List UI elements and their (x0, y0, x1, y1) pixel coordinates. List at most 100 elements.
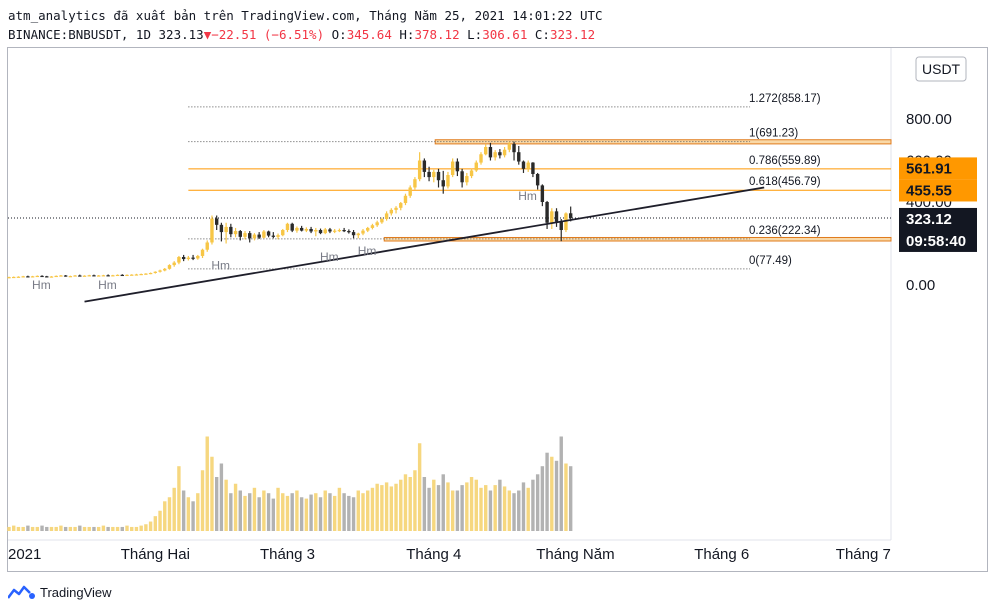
volume-bar (196, 493, 200, 531)
volume-bar (224, 479, 228, 531)
candle-body (101, 275, 106, 277)
volume-bar (205, 436, 209, 531)
candle-body (318, 230, 323, 234)
volume-bar (318, 497, 323, 531)
chart-publish-info: atm_analytics đã xuất bản trên TradingVi… (8, 8, 603, 23)
volume-bar (262, 490, 266, 531)
currency-button[interactable] (915, 56, 967, 82)
volume-bar (59, 525, 63, 531)
volume-bar (115, 526, 120, 531)
candle-body (271, 235, 276, 237)
x-tick-label: Tháng 6 (694, 546, 749, 563)
candle-body (502, 149, 507, 156)
volume-bar (356, 490, 360, 531)
candle-body (87, 275, 91, 277)
volume-bar (96, 526, 101, 531)
candle-body (436, 171, 441, 181)
volume-bar (186, 497, 191, 531)
volume-bar (550, 456, 554, 531)
volume-bar (323, 490, 327, 531)
fib-level-label: 1(691.23) (749, 128, 798, 140)
close-value: 323.12 (549, 27, 596, 42)
volume-bar (403, 474, 408, 531)
volume-bar (295, 490, 299, 531)
candle-body (111, 275, 115, 277)
candle-body (295, 227, 299, 231)
candle-body (210, 218, 214, 243)
price-label-box (899, 207, 977, 252)
currency-label: USDT (922, 61, 961, 77)
candle-body (474, 162, 478, 171)
trend-line[interactable] (84, 186, 765, 303)
candle-body (233, 231, 238, 235)
candle-body (512, 143, 516, 153)
volume-bar (148, 521, 153, 531)
volume-bar (63, 526, 68, 531)
volume-bar (252, 487, 257, 531)
candle-body (290, 223, 294, 231)
fib-level-label: 0.236(222.34) (749, 225, 821, 237)
candle-body (559, 221, 563, 231)
candle-body (408, 187, 412, 196)
volume-bar (399, 479, 403, 531)
volume-bar (512, 493, 516, 531)
candle-body (299, 227, 304, 231)
candle-body (63, 275, 68, 277)
low-value: 306.61 (482, 27, 528, 42)
x-tick-label: 2021 (8, 546, 41, 563)
candle-body (21, 276, 25, 278)
volume-bar (163, 501, 167, 531)
volume-bar (488, 490, 493, 531)
volume-bar (26, 525, 30, 531)
y-tick-label: 800.00 (906, 111, 952, 128)
candle-body (417, 160, 422, 180)
volume-bar (299, 497, 304, 531)
candle-body (479, 154, 483, 163)
candle-body (229, 226, 233, 235)
volume-bar (111, 526, 115, 531)
volume-bar (210, 456, 214, 531)
volume-bar (417, 443, 422, 531)
tradingview-logo[interactable]: TradingView (8, 584, 112, 600)
volume-bar (271, 498, 276, 531)
volume-bar (351, 497, 356, 531)
y-tick-label: 0.00 (906, 277, 935, 294)
volume-bar (337, 487, 342, 531)
x-tick-label: Tháng 7 (836, 546, 891, 563)
volume-bar (158, 510, 162, 531)
candle-body (304, 228, 309, 231)
tradingview-brand: TradingView (40, 584, 112, 600)
volume-bar (370, 487, 375, 531)
volume-bar (460, 485, 464, 531)
candle-body (148, 272, 153, 275)
open-value: 345.64 (346, 27, 392, 42)
volume-bar (276, 487, 280, 531)
candle-body (540, 185, 545, 202)
candle-body (323, 229, 327, 234)
volume-bar (469, 477, 474, 531)
candle-body (465, 176, 469, 183)
symbol-name[interactable]: BINANCE:BNBUSDT, 1D (8, 27, 151, 42)
volume-bar (540, 466, 545, 531)
candle-body (252, 234, 257, 239)
candle-body (370, 225, 375, 228)
candle-body (366, 227, 370, 231)
volume-bar (134, 526, 139, 531)
candle-body (347, 231, 351, 233)
volume-bar (441, 474, 445, 531)
candle-body (531, 162, 535, 174)
x-tick-label: Tháng Hai (121, 546, 190, 563)
candle-body (399, 203, 403, 208)
candle-body (422, 160, 427, 172)
candle-body (130, 274, 134, 276)
candle-body (219, 224, 224, 233)
volume-bar (375, 483, 379, 531)
x-tick-label: Tháng 3 (260, 546, 315, 563)
volume-bar (545, 452, 549, 531)
candle-body (314, 230, 318, 232)
volume-bar (314, 493, 318, 531)
candle-body (163, 268, 167, 271)
volume-bar (106, 526, 110, 531)
candle-body (507, 143, 512, 150)
